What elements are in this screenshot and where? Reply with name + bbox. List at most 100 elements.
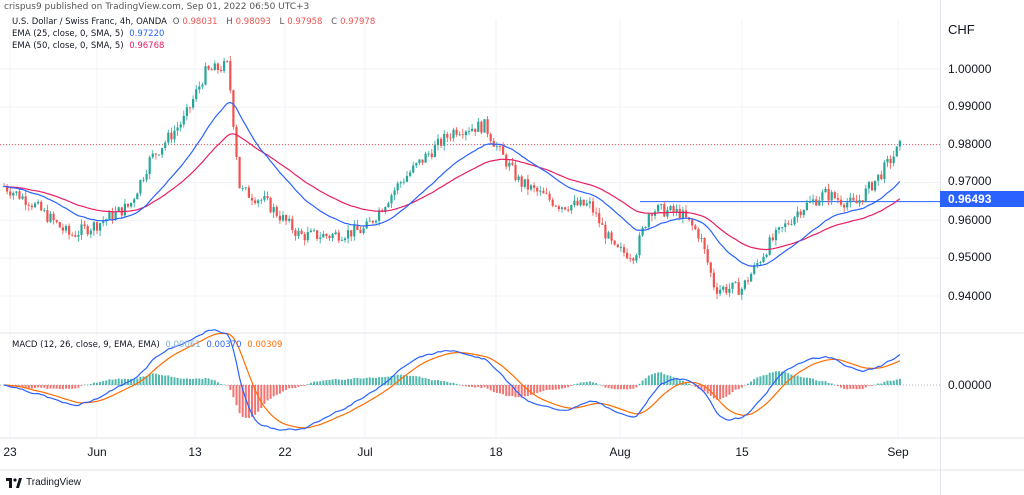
macd-histogram-bar [858,385,861,390]
tradingview-brand[interactable]: TradingView [6,477,81,488]
macd-histogram-bar [303,385,306,386]
candle-body [576,200,579,206]
macd-histogram-bar [390,375,393,385]
macd-histogram-bar [604,385,607,388]
price-tick: 0.98000 [948,137,992,151]
time-tick: Aug [609,445,631,459]
candle-body [173,130,176,140]
macd-histogram-bar [195,378,198,385]
macd-histogram-bar [185,378,188,385]
candle-body [446,133,449,138]
macd-legend[interactable]: MACD (12, 26, close, 9, EMA, EMA) 0.0006… [12,340,285,350]
candle-body [691,219,694,226]
symbol-legend[interactable]: U.S. Dollar / Swiss Franc, 4h, OANDA O 0.… [12,17,381,27]
candle-body [452,129,455,139]
price-axis[interactable] [940,0,1024,495]
macd-histogram-bar [331,379,334,385]
macd-histogram-bar [359,378,362,385]
candle-body [331,234,334,238]
candle-body [824,189,827,193]
macd-histogram-bar [852,385,855,389]
candle-body [827,189,830,201]
macd-histogram-bar [663,374,666,385]
candle-body [858,200,861,204]
macd-histogram-bar [316,381,319,385]
macd-histogram-bar [334,378,337,385]
macd-histogram-bar [30,385,33,389]
macd-histogram-bar [257,385,260,412]
macd-histogram-bar [99,381,102,385]
candle-body [133,199,136,203]
candle-body [281,215,285,221]
macd-histogram-bar [452,382,455,385]
candle-body [480,121,483,133]
macd-histogram-bar [350,379,353,385]
candle-body [226,61,229,62]
macd-histogram-bar [322,380,325,385]
macd-histogram-bar [154,373,157,385]
candle-body [89,230,92,235]
candle-body [601,223,604,225]
candle-body [74,235,77,237]
candle-body [678,208,681,219]
candle-body [709,262,712,273]
candle-body [703,238,706,250]
macd-histogram-bar [68,385,71,389]
macd-histogram-bar [226,385,229,386]
candle-body [560,207,564,209]
ema50-legend[interactable]: EMA (50, close, 0, SMA, 5) 0.96768 [12,41,167,51]
candle-body [343,238,347,241]
time-tick: Jul [357,445,373,459]
candle-body [201,84,204,87]
macd-histogram-bar [579,382,582,385]
macd-histogram-bar [244,385,247,418]
macd-line-value: 0.00370 [206,340,242,350]
candle-body [818,200,821,206]
candle-body [384,207,387,212]
macd-histogram-bar [278,385,281,394]
time-tick: 22 [278,445,292,459]
macd-histogram-bar [585,381,588,385]
ohlc-low-label: L [279,17,285,27]
candle-body [18,191,21,199]
candle-body [579,199,582,206]
macd-histogram-bar [61,385,64,390]
macd-histogram-bar [561,385,563,389]
candle-body [440,138,443,146]
candle-body [591,201,595,213]
time-tick: Jun [87,445,107,459]
candle-body [616,244,619,248]
macd-histogram-bar [421,377,424,385]
time-tick: Sep [887,445,909,459]
candle-body [126,203,130,207]
candle-body [880,174,883,180]
candle-body [870,182,874,191]
macd-histogram-bar [595,383,598,385]
macd-histogram-bar [756,377,759,385]
macd-histogram-bar [477,385,480,387]
candle-body [340,240,343,241]
macd-histogram-bar [799,376,802,385]
candle-body [241,188,244,189]
candle-body [83,224,86,227]
candle-body [650,213,653,216]
macd-histogram-bar [827,382,830,385]
macd-histogram-bar [176,377,179,385]
ema25-legend[interactable]: EMA (25, close, 0, SMA, 5) 0.97220 [12,29,167,39]
candle-body [254,200,257,204]
ohlc-low-value: 0.97958 [287,17,323,27]
candle-body [796,211,799,218]
candle-body [812,199,815,202]
candle-body [526,179,529,190]
candle-body [892,156,895,164]
candle-body [223,61,226,72]
macd-histogram-bar [297,385,300,387]
candle-body [244,187,247,189]
candle-body [613,240,616,245]
macd-histogram-bar [111,379,114,385]
macd-histogram-bar [182,378,185,385]
macd-histogram-bar [204,377,207,385]
candle-body [604,224,607,239]
candle-body [188,107,192,109]
candle-body [136,193,139,200]
